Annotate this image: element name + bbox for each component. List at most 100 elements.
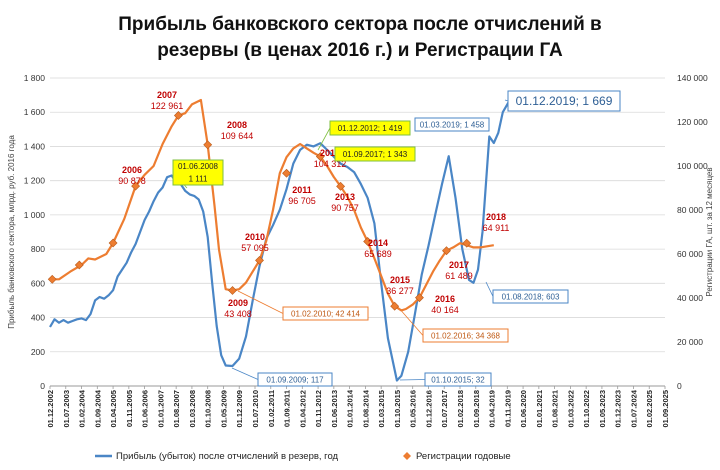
y-right-tick-label: 40 000 [677, 293, 703, 303]
y-left-axis-title: Прибыль банковского сектора, млрд. руб. … [7, 135, 16, 329]
registration-marker [203, 140, 213, 150]
callout-text: 01.02.2016; 34 368 [431, 331, 501, 340]
callout-box [424, 372, 492, 387]
y-right-tick-label: 140 000 [677, 73, 708, 83]
registration-marker [255, 255, 264, 265]
registration-marker [228, 286, 237, 295]
x-tick-label: 01.01.2014 [346, 389, 355, 427]
x-tick-label: 01.11.2019 [503, 390, 512, 427]
y-left-tick-label: 1 200 [24, 176, 46, 186]
x-tick-label: 01.12.2009 [235, 390, 244, 428]
annotation-value: 109 644 [221, 131, 254, 141]
callout-box [334, 146, 416, 162]
grid-lines [50, 77, 665, 387]
x-tick-label: 01.09.2018 [472, 390, 481, 428]
callout-box [172, 159, 224, 186]
x-tick-label: 01.04.2019 [488, 390, 497, 428]
callout-text: 01.12.2012; 1 419 [338, 124, 403, 133]
title-line-1: Прибыль банковского сектора после отчисл… [118, 14, 601, 35]
x-tick-label: 01.07.2003 [62, 390, 71, 428]
callout-box [414, 117, 490, 132]
annotation-value: 90 878 [118, 176, 146, 186]
registration-marker [390, 301, 400, 311]
registration-marker [131, 181, 141, 191]
series-line-2 [50, 98, 494, 312]
annotation-year: 2018 [486, 212, 506, 222]
annotation-year: 2016 [435, 294, 455, 304]
y-right-tick-label: 0 [677, 381, 682, 391]
annotation-year: 2015 [390, 275, 410, 285]
x-tick-label: 01.03.2015 [377, 390, 386, 428]
registration-marker [108, 238, 118, 248]
legend-label: Прибыль (убыток) после отчислений в резе… [116, 451, 339, 462]
callout-text: 01.03.2019; 1 458 [420, 120, 485, 129]
x-tick-label: 01.02.2025 [645, 390, 654, 428]
annotation-value: 90 757 [331, 203, 359, 213]
y-right-tick-label: 120 000 [677, 117, 708, 127]
x-tick-label: 01.10.2015 [393, 390, 402, 428]
x-tick-label: 01.12.2002 [46, 390, 55, 428]
x-tick-label: 01.12.2023 [614, 390, 623, 428]
registration-marker [74, 260, 84, 270]
callout-leader [317, 127, 331, 151]
registration-marker [173, 111, 183, 120]
callout-box [257, 372, 333, 387]
x-tick-label: 01.03.2022 [566, 390, 575, 428]
registration-marker [336, 181, 346, 191]
annotation-year: 2011 [292, 185, 312, 195]
x-tick-label: 01.09.2025 [661, 390, 670, 428]
y-left-tick-label: 1 400 [24, 141, 46, 151]
annotation-year: 2010 [245, 232, 265, 242]
callouts: 01.06.2008 1 111 01.12.2012; 1 419 01.09.20… [172, 90, 621, 387]
x-tick-label: 01.02.2018 [456, 390, 465, 428]
annotation-year: 2014 [368, 238, 388, 248]
annotation-value: 64 911 [483, 223, 510, 233]
annotation-year: 2008 [227, 120, 247, 130]
y-left-tick-label: 200 [31, 347, 45, 357]
callout-text: 01.12.2019; 1 669 [516, 94, 613, 108]
callout-text: 01.06.2008 [178, 162, 219, 171]
registration-marker [315, 152, 325, 161]
registration-marker [282, 168, 291, 178]
y-left-tick-label: 800 [31, 244, 45, 254]
annotation-year: 2009 [228, 298, 248, 308]
x-tick-label: 01.08.2014 [361, 389, 370, 427]
x-tick-label: 01.09.2004 [93, 389, 102, 427]
x-tick-label: 01.07.2017 [440, 390, 449, 428]
x-tick-label: 01.11.2012 [314, 390, 323, 427]
legend-diamond-swatch [403, 452, 411, 460]
registration-marker [462, 238, 472, 248]
callout-leader [399, 379, 426, 381]
callout-leader [397, 306, 424, 336]
annotation-year: 2012 [320, 148, 340, 158]
x-tick-label: 01.05.2016 [409, 390, 418, 428]
series-line-1 [49, 99, 511, 382]
callout-text: 01.02.2010; 42 414 [291, 309, 361, 318]
annotation-value: 65 689 [364, 249, 392, 259]
x-tick-label: 01.11.2005 [125, 390, 134, 427]
registration-marker [442, 246, 451, 256]
y-right-tick-label: 60 000 [677, 249, 703, 259]
callout-box [422, 328, 509, 343]
series-group [49, 98, 511, 382]
y-axis-right: 0 20 000 40 000 60 000 80 000 100 000 120 000 1… [677, 73, 714, 391]
annotation-value: 122 961 [151, 101, 184, 111]
x-tick-label: 01.12.2016 [424, 390, 433, 428]
y-right-tick-label: 20 000 [677, 337, 703, 347]
annotation-year: 2007 [157, 90, 177, 100]
y-right-axis-title: Регистрации ГА, шт. за 12 месяцев [705, 167, 714, 296]
callout-box [282, 306, 369, 321]
y-left-tick-label: 1 000 [24, 210, 46, 220]
annotation-value: 36 277 [386, 286, 414, 296]
annotation-year: 2013 [335, 192, 355, 202]
callout-text: 1 111 [189, 175, 208, 184]
callout-text: 01.10.2015; 32 [431, 375, 485, 384]
x-tick-label: 01.06.2013 [330, 390, 339, 428]
x-tick-label: 01.10.2008 [204, 390, 213, 428]
x-tick-label: 01.04.2012 [298, 390, 307, 428]
callout-leader [231, 367, 259, 380]
legend-label: Регистрации годовые [416, 451, 511, 462]
registration-marker [363, 237, 373, 246]
annotation-value: 104 312 [314, 159, 347, 169]
